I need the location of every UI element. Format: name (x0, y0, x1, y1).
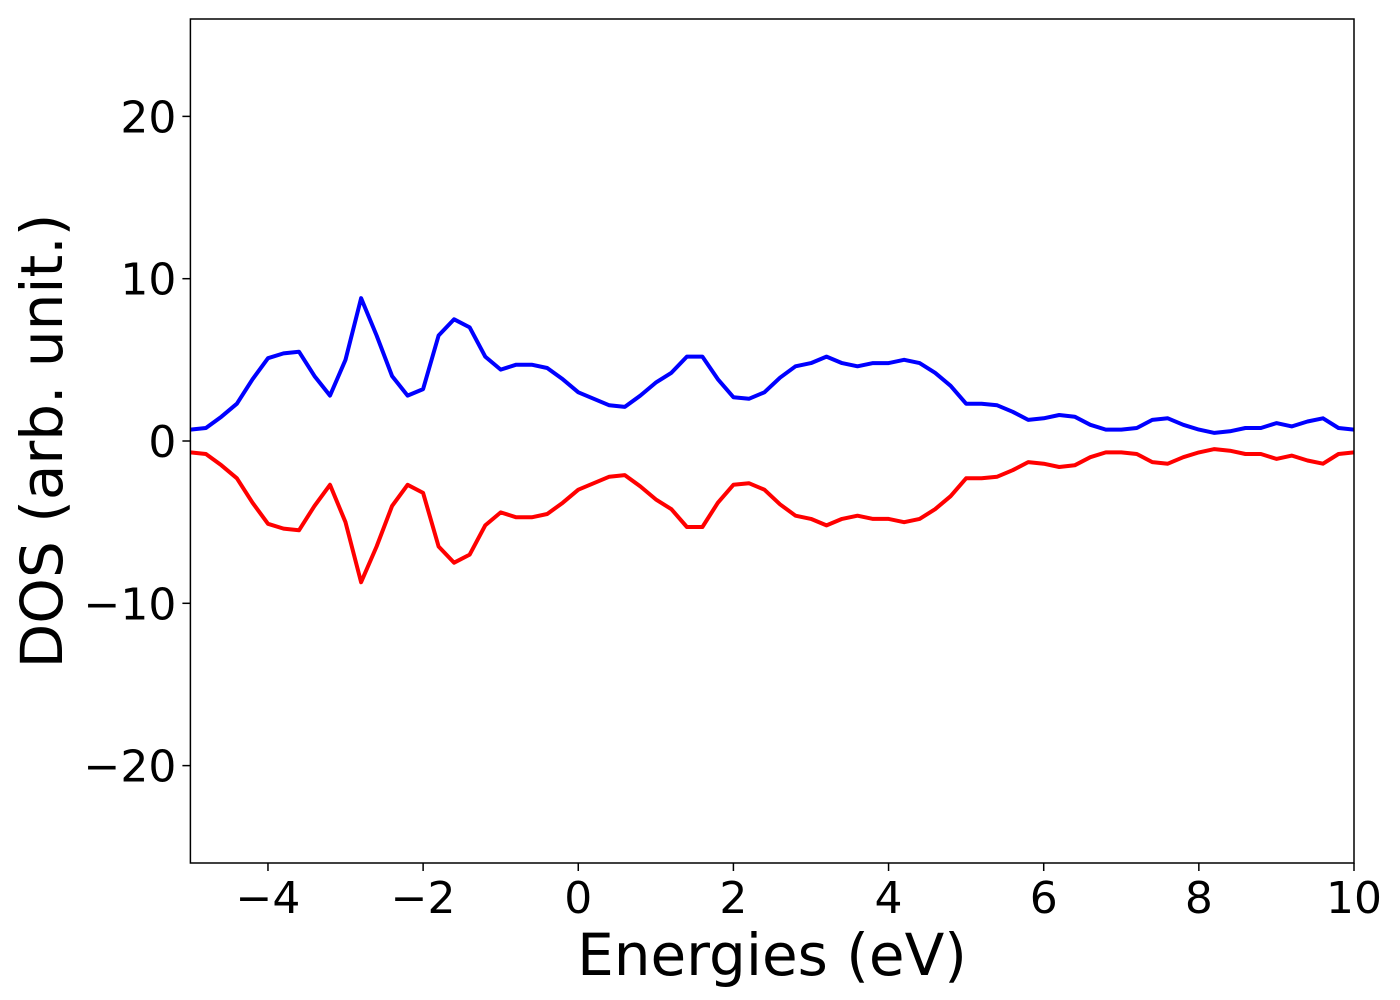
x-tick-label: 0 (564, 873, 592, 924)
x-axis-label: Energies (eV) (577, 921, 967, 989)
x-tick-label: −2 (391, 873, 456, 924)
series-line (190, 296, 1354, 435)
y-tick-label: 20 (120, 92, 176, 143)
x-tick-label: 8 (1185, 873, 1213, 924)
y-tick-label: 10 (120, 255, 176, 306)
y-axis-label: DOS (arb. unit.) (8, 214, 76, 669)
y-tick-label: −10 (84, 579, 177, 630)
y-tick-label: 0 (148, 417, 176, 468)
series-line (190, 447, 1354, 585)
y-tick-label: −20 (84, 742, 177, 793)
x-tick-label: −4 (236, 873, 301, 924)
x-tick-label: 2 (719, 873, 747, 924)
x-tick-label: 4 (875, 873, 903, 924)
plot-frame (189, 18, 1355, 864)
x-tick-label: 6 (1030, 873, 1058, 924)
x-tick-label: 10 (1326, 873, 1382, 924)
